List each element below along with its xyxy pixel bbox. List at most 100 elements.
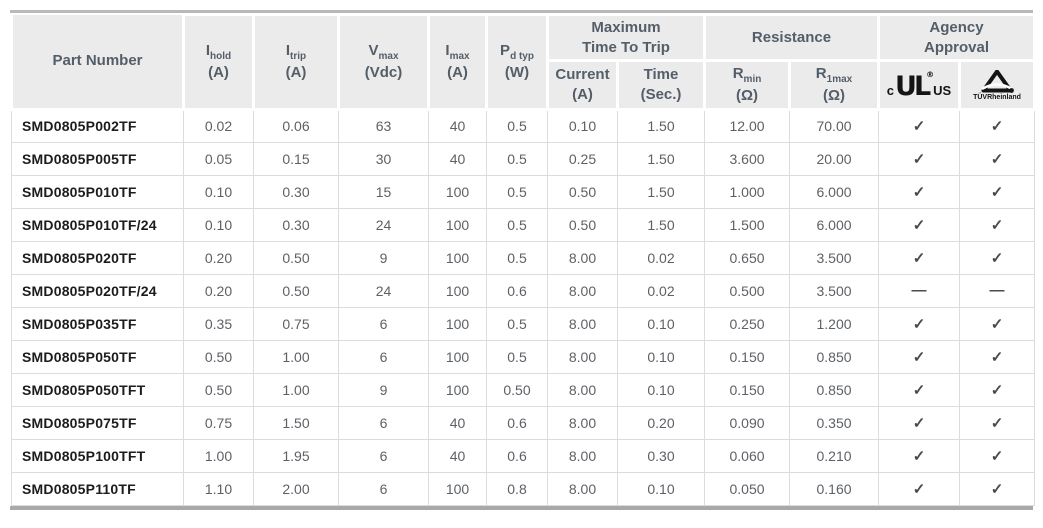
trip_time-value-cell: 0.20	[616, 405, 706, 440]
r1max-unit: (Ω)	[823, 87, 846, 104]
r1max-symbol: R1max	[815, 65, 853, 85]
culus-approval-cell: ✓	[878, 207, 961, 242]
part-number-cell: SMD0805P020TF/24	[11, 273, 184, 308]
vmax-symbol: Vmax	[368, 42, 399, 62]
trip_current-value-cell: 8.00	[547, 240, 618, 275]
trip_current-value-cell: 0.50	[547, 174, 618, 209]
part-number-cell: SMD0805P050TFT	[11, 372, 184, 407]
culus-approval-cell: ✓	[878, 372, 961, 407]
r1max-value-cell: 0.350	[789, 405, 880, 440]
itrip-value-cell: 1.00	[253, 372, 339, 407]
pd-value-cell: 0.5	[486, 306, 548, 341]
table-row: SMD0805P050TFT 0.50 1.00 9 100 0.50 8.00 0.10 0.…	[11, 372, 1036, 407]
spec-table-wrapper: Part Number Ihold (A) Itrip (A) Vmax (Vd…	[10, 10, 1037, 510]
group-header-resistance: Resistance	[703, 13, 881, 62]
culus-logo-icon: c UL ® US	[886, 70, 952, 103]
rmin-value-cell: 0.150	[704, 339, 791, 374]
pd-value-cell: 0.6	[486, 273, 548, 308]
vmax-value-cell: 6	[338, 471, 429, 506]
rmin-value-cell: 1.000	[704, 174, 791, 209]
tuv-approval-cell: ✓	[959, 471, 1036, 506]
table-row: SMD0805P005TF 0.05 0.15 30 40 0.5 0.25 1.50 3.60…	[11, 141, 1036, 176]
tuv-approval-cell: ✓	[959, 108, 1036, 143]
trip_time-value-cell: 0.02	[616, 240, 706, 275]
part-number-cell: SMD0805P005TF	[11, 141, 184, 176]
r1max-value-cell: 3.500	[789, 240, 880, 275]
imax-value-cell: 100	[428, 372, 487, 407]
trip_current-value-cell: 0.50	[547, 207, 618, 242]
imax-value-cell: 100	[428, 306, 487, 341]
imax-value-cell: 100	[428, 471, 487, 506]
part-number-cell: SMD0805P010TF	[11, 174, 184, 209]
trip_time-value-cell: 0.10	[616, 306, 706, 341]
table-row: SMD0805P050TF 0.50 1.00 6 100 0.5 8.00 0.10 0.15…	[11, 339, 1036, 374]
col-header-pd-typ: Pd typ (W)	[485, 13, 549, 111]
trip_time-value-cell: 1.50	[616, 141, 706, 176]
table-row: SMD0805P020TF/24 0.20 0.50 24 100 0.6 8.00 0.02…	[11, 273, 1036, 308]
culus-approval-cell: ✓	[878, 471, 961, 506]
culus-approval-cell: ✓	[878, 240, 961, 275]
culus-approval-cell: ✓	[878, 438, 961, 473]
table-row: SMD0805P010TF/24 0.10 0.30 24 100 0.5 0.50 1.50…	[11, 207, 1036, 242]
table-body: SMD0805P002TF 0.02 0.06 63 40 0.5 0.10 1.50 12.0…	[11, 108, 1036, 506]
trip_time-value-cell: 0.02	[616, 273, 706, 308]
rmin-value-cell: 0.060	[704, 438, 791, 473]
col-header-trip-time: Time (Sec.)	[615, 59, 707, 111]
vmax-value-cell: 6	[338, 339, 429, 374]
tuv-approval-cell: ✓	[959, 339, 1036, 374]
tuv-approval-cell: ✓	[959, 306, 1036, 341]
itrip-value-cell: 0.06	[253, 108, 339, 143]
part-number-cell: SMD0805P050TF	[11, 339, 184, 374]
trip_time-value-cell: 0.30	[616, 438, 706, 473]
rmin-value-cell: 3.600	[704, 141, 791, 176]
vmax-value-cell: 24	[338, 273, 429, 308]
itrip-value-cell: 1.00	[253, 339, 339, 374]
ihold-value-cell: 0.10	[183, 174, 254, 209]
imax-value-cell: 40	[428, 108, 487, 143]
vmax-value-cell: 9	[338, 240, 429, 275]
trip_time-value-cell: 0.10	[616, 471, 706, 506]
rmin-value-cell: 1.500	[704, 207, 791, 242]
culus-approval-cell: ✓	[878, 405, 961, 440]
pd-value-cell: 0.5	[486, 108, 548, 143]
itrip-unit: (A)	[285, 64, 307, 81]
col-header-part-number: Part Number	[10, 14, 185, 111]
ihold-value-cell: 0.75	[183, 405, 254, 440]
culus-approval-cell: ✓	[878, 339, 961, 374]
trip_current-value-cell: 8.00	[547, 339, 618, 374]
vmax-value-cell: 30	[338, 141, 429, 176]
vmax-value-cell: 24	[338, 207, 429, 242]
trip_current-value-cell: 8.00	[547, 471, 618, 506]
imax-value-cell: 40	[428, 438, 487, 473]
table-row: SMD0805P002TF 0.02 0.06 63 40 0.5 0.10 1.50 12.0…	[11, 108, 1036, 143]
itrip-value-cell: 0.30	[253, 174, 339, 209]
rmin-value-cell: 0.650	[704, 240, 791, 275]
trip_current-value-cell: 8.00	[547, 405, 618, 440]
pd-value-cell: 0.5	[486, 141, 548, 176]
r1max-value-cell: 0.160	[789, 471, 880, 506]
tuv-approval-cell: ✓	[959, 372, 1036, 407]
header-sub-row: Current (A) Time (Sec.) Rmin (Ω) R1max (…	[12, 59, 1037, 111]
tuv-approval-cell: ✓	[959, 141, 1036, 176]
part-number-cell: SMD0805P010TF/24	[11, 207, 184, 242]
col-header-itrip: Itrip (A)	[252, 13, 340, 111]
r1max-value-cell: 6.000	[789, 207, 880, 242]
itrip-value-cell: 2.00	[253, 471, 339, 506]
pd-value-cell: 0.5	[486, 174, 548, 209]
group-header-max-time-to-trip: Maximum Time To Trip	[545, 13, 707, 62]
tuv-triangle-icon	[981, 70, 1014, 94]
ihold-value-cell: 0.20	[183, 273, 254, 308]
ihold-value-cell: 0.35	[183, 306, 254, 341]
vmax-value-cell: 6	[338, 306, 429, 341]
spec-table: Part Number Ihold (A) Itrip (A) Vmax (Vd…	[10, 13, 1037, 506]
culus-approval-cell: ✓	[878, 141, 961, 176]
vmax-value-cell: 6	[338, 405, 429, 440]
rmin-value-cell: 0.090	[704, 405, 791, 440]
ihold-value-cell: 0.02	[183, 108, 254, 143]
r1max-value-cell: 3.500	[789, 273, 880, 308]
ihold-value-cell: 0.05	[183, 141, 254, 176]
imax-unit: (A)	[447, 64, 468, 81]
trip_time-value-cell: 1.50	[616, 207, 706, 242]
vmax-value-cell: 9	[338, 372, 429, 407]
